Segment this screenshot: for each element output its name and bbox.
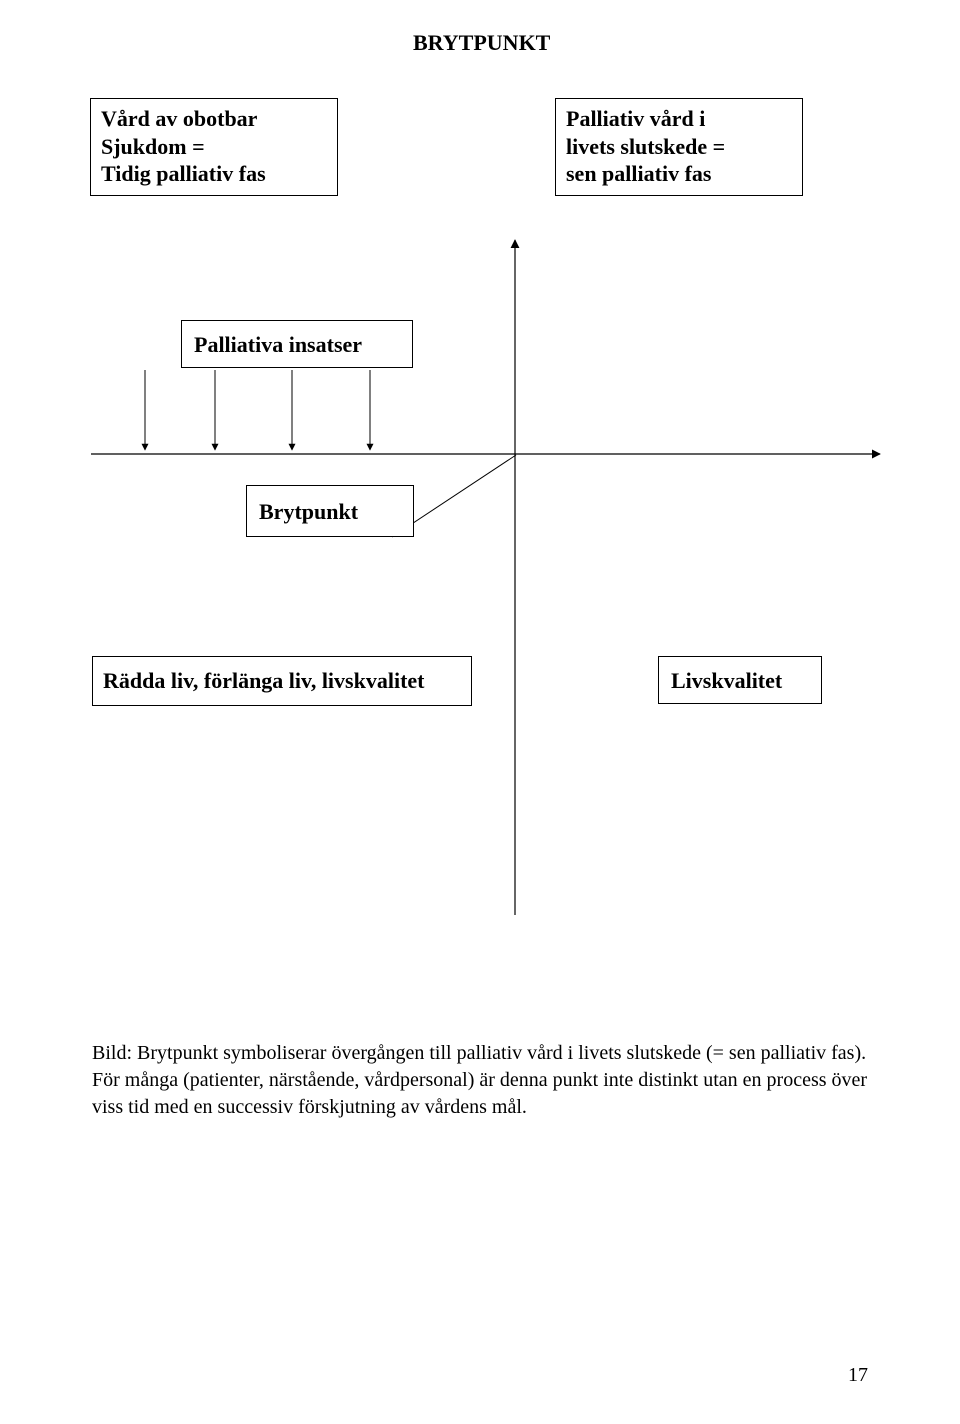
box-right-top-line-0: Palliativ vård i (566, 105, 802, 133)
box-left-top-line-1: Sjukdom = (101, 133, 337, 161)
figure-caption-body: Brytpunkt symboliserar övergången till p… (92, 1042, 867, 1118)
box-right-top-line-1: livets slutskede = (566, 133, 802, 161)
box-brytpunkt: Brytpunkt (246, 485, 414, 537)
box-brytpunkt-line-0: Brytpunkt (259, 498, 413, 526)
box-palliativa-line-0: Palliativa insatser (194, 331, 412, 359)
box-livskvalitet-line-0: Livskvalitet (671, 667, 821, 695)
box-palliativa: Palliativa insatser (181, 320, 413, 368)
box-left-top-line-2: Tidig palliativ fas (101, 160, 337, 188)
box-right-top-line-2: sen palliativ fas (566, 160, 802, 188)
box-radda-line-0: Rädda liv, förlänga liv, livskvalitet (103, 667, 471, 695)
diagram-axes (0, 0, 960, 1424)
box-radda: Rädda liv, förlänga liv, livskvalitet (92, 656, 472, 706)
box-left-top: Vård av obotbarSjukdom =Tidig palliativ … (90, 98, 338, 196)
figure-caption-label: Bild: (92, 1042, 137, 1064)
box-livskvalitet: Livskvalitet (658, 656, 822, 704)
page-number: 17 (848, 1364, 868, 1387)
figure-caption: Bild: Brytpunkt symboliserar övergången … (92, 1040, 882, 1121)
box-left-top-line-0: Vård av obotbar (101, 105, 337, 133)
box-right-top: Palliativ vård ilivets slutskede =sen pa… (555, 98, 803, 196)
